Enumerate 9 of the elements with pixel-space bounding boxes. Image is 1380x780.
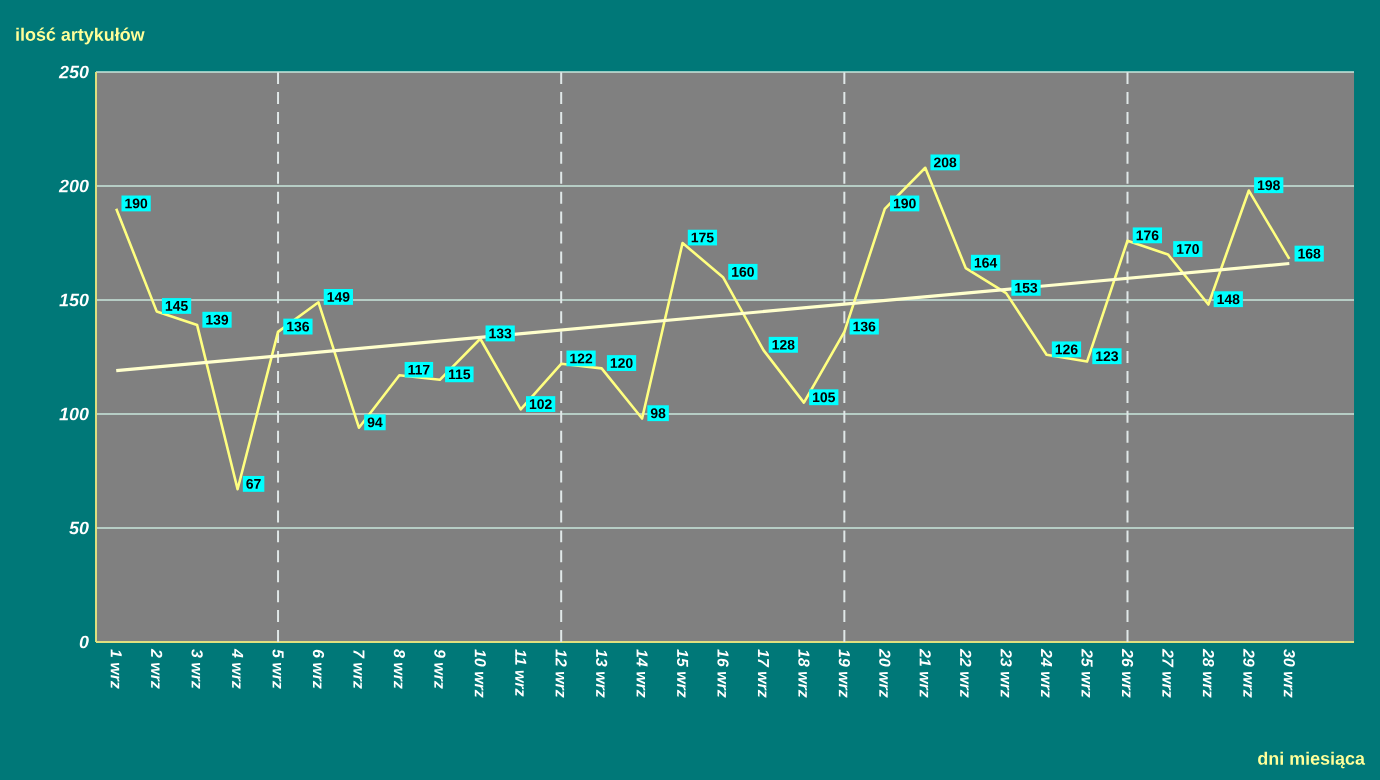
y-tick-label: 200 <box>58 179 89 193</box>
line-series <box>114 166 1291 491</box>
y-tick-label: 150 <box>59 293 89 307</box>
x-axis-title: dni miesiąca <box>1258 751 1366 769</box>
y-axis-title: ilość artykułów <box>16 27 145 45</box>
y-tick-label: 50 <box>69 521 89 535</box>
y-tick-label: 250 <box>58 65 89 79</box>
y-tick-label: 100 <box>59 407 89 421</box>
y-tick-label: 0 <box>79 635 89 649</box>
